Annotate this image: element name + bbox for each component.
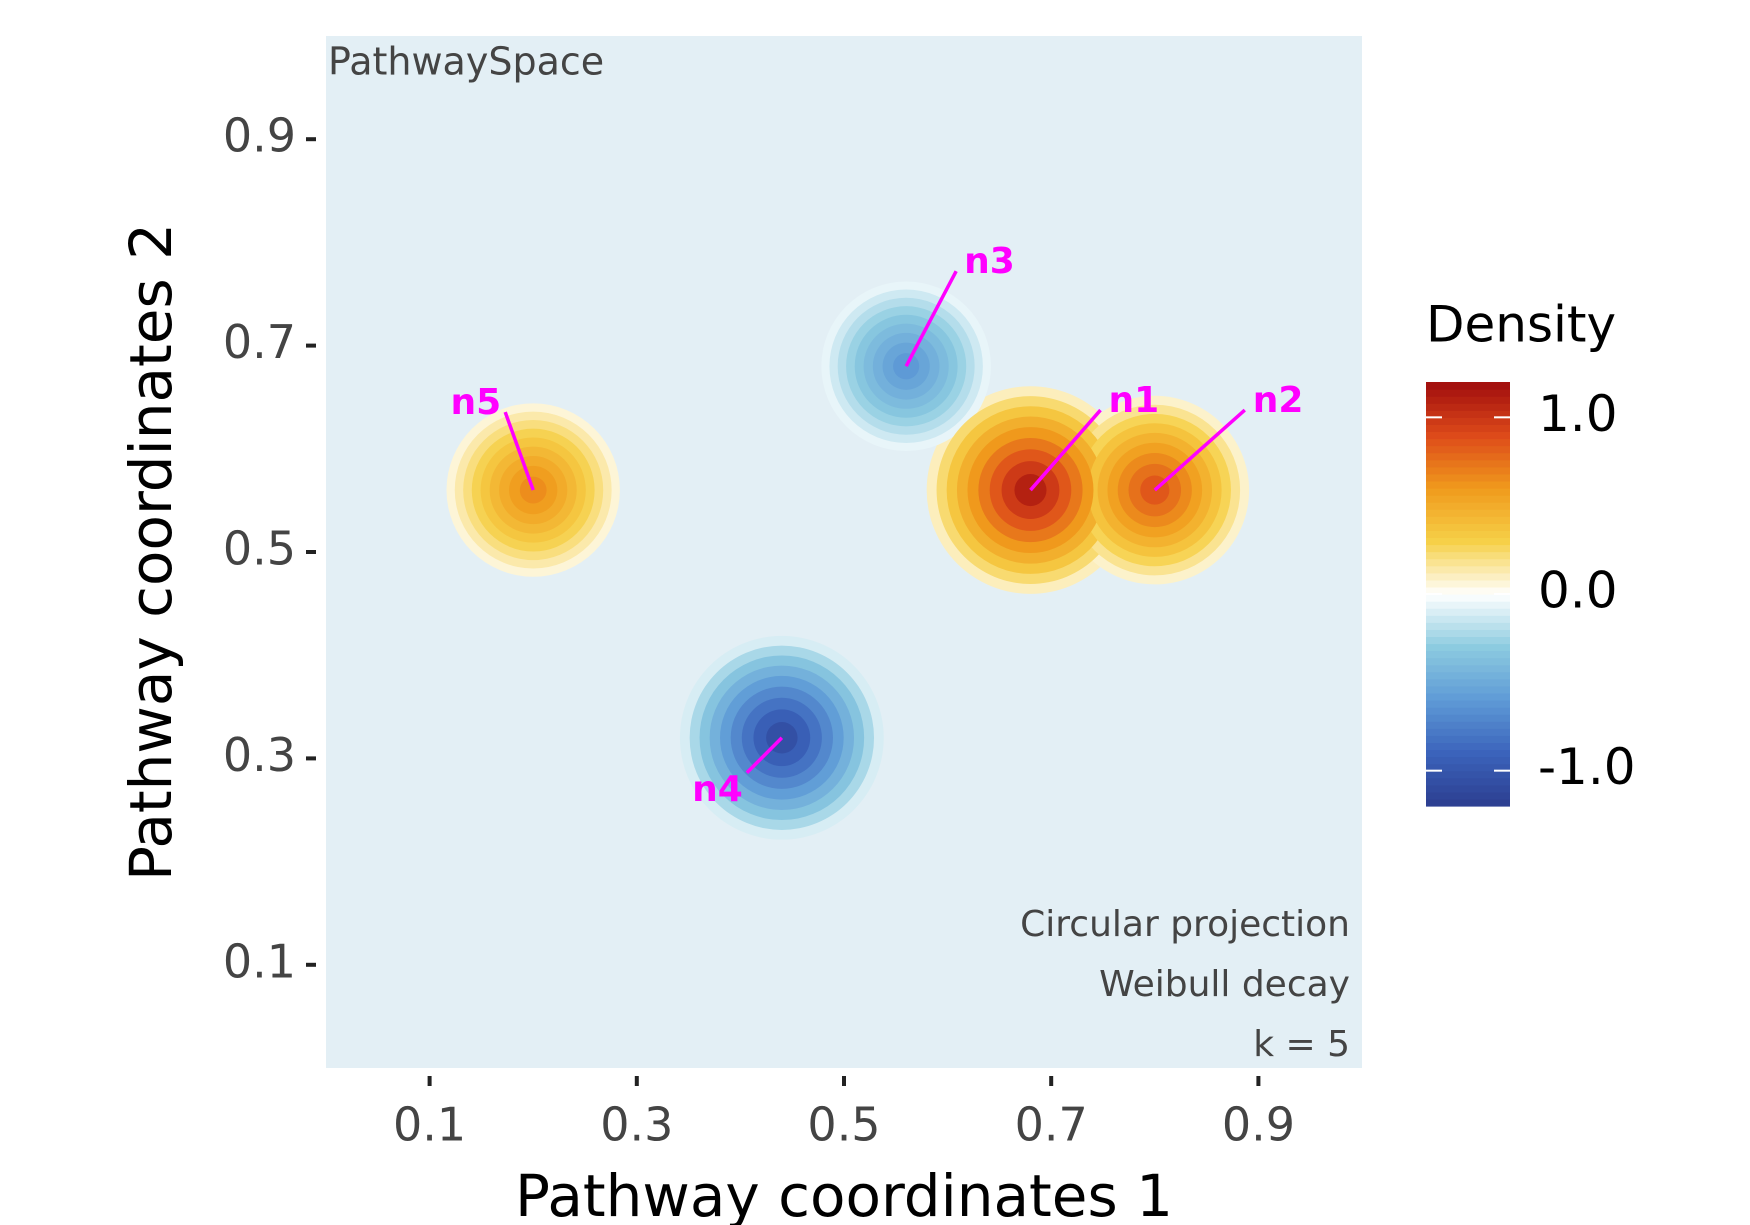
- colorbar-step: [1426, 735, 1510, 743]
- colorbar-step: [1426, 707, 1510, 715]
- colorbar-step: [1426, 403, 1510, 411]
- annotation: Weibull decay: [1099, 964, 1350, 1005]
- x-tick-label: 0.3: [600, 1098, 673, 1152]
- x-tick-label: 0.9: [1222, 1098, 1295, 1152]
- colorbar-step: [1426, 382, 1510, 390]
- colorbar-step: [1426, 622, 1510, 630]
- node-label: n4: [692, 769, 743, 810]
- colorbar-step: [1426, 473, 1510, 482]
- corner-label: PathwaySpace: [328, 40, 604, 84]
- colorbar-step: [1426, 523, 1510, 531]
- label-leader: [904, 270, 958, 368]
- colorbar-step: [1426, 417, 1510, 425]
- colorbar-step: [1426, 502, 1510, 510]
- colorbar-step: [1426, 445, 1510, 454]
- y-axis-title: Pathway coordinates 2: [117, 223, 185, 881]
- legend-title: Density: [1426, 296, 1616, 354]
- colorbar-step: [1426, 714, 1510, 722]
- y-tick-label: 0.7: [223, 315, 296, 369]
- x-tick-label: 0.7: [1015, 1098, 1088, 1152]
- colorbar-step: [1426, 480, 1510, 489]
- colorbar-step: [1426, 798, 1510, 807]
- colorbar-step: [1426, 509, 1510, 517]
- colorbar-step: [1426, 516, 1510, 524]
- label-leader: [503, 411, 535, 491]
- colorbar-step: [1426, 396, 1510, 404]
- colorbar-label: 1.0: [1538, 385, 1618, 443]
- y-tick-label: 0.9: [223, 109, 296, 163]
- colorbar-step: [1426, 671, 1510, 680]
- colorbar-step: [1426, 643, 1510, 652]
- colorbar-step: [1426, 608, 1510, 616]
- colorbar-step: [1426, 650, 1510, 659]
- colorbar-step: [1426, 770, 1510, 779]
- colorbar-step: [1426, 601, 1510, 609]
- label-leader: [745, 736, 784, 774]
- colorbar-step: [1426, 544, 1510, 553]
- colorbar-step: [1426, 466, 1510, 475]
- label-leader: [1153, 408, 1246, 492]
- colorbar-step: [1426, 763, 1510, 772]
- y-tick-label: 0.3: [223, 728, 296, 782]
- colorbar-step: [1426, 579, 1510, 588]
- colorbar-step: [1426, 636, 1510, 645]
- colorbar-step: [1426, 537, 1510, 546]
- colorbar-label: 0.0: [1538, 562, 1618, 620]
- node-label: n3: [964, 241, 1015, 282]
- colorbar-step: [1426, 777, 1510, 786]
- colorbar-step: [1426, 742, 1510, 751]
- colorbar-step: [1426, 692, 1510, 701]
- x-axis-title: Pathway coordinates 1: [515, 1162, 1173, 1225]
- colorbar-step: [1426, 657, 1510, 666]
- colorbar-step: [1426, 389, 1510, 397]
- colorbar-step: [1426, 530, 1510, 539]
- x-tick-label: 0.5: [807, 1098, 880, 1152]
- colorbar-step: [1426, 410, 1510, 418]
- colorbar-step: [1426, 700, 1510, 708]
- colorbar-step: [1426, 488, 1510, 496]
- colorbar-step: [1426, 495, 1510, 503]
- colorbar-step: [1426, 721, 1510, 729]
- annotation: Circular projection: [1020, 904, 1350, 945]
- colorbar-step: [1426, 431, 1510, 440]
- colorbar-step: [1426, 664, 1510, 673]
- x-tick-label: 0.1: [393, 1098, 466, 1152]
- colorbar-step: [1426, 791, 1510, 800]
- colorbar-step: [1426, 551, 1510, 560]
- colorbar-step: [1426, 756, 1510, 765]
- node-label: n2: [1253, 380, 1304, 421]
- colorbar-step: [1426, 615, 1510, 623]
- y-tick-label: 0.5: [223, 522, 296, 576]
- density-layer: [446, 281, 1250, 840]
- colorbar-step: [1426, 594, 1510, 602]
- colorbar-label: -1.0: [1538, 738, 1636, 796]
- node-label: n1: [1108, 380, 1159, 421]
- y-tick-label: 0.1: [223, 934, 296, 988]
- colorbar-step: [1426, 438, 1510, 447]
- colorbar-step: [1426, 784, 1510, 793]
- colorbar-step: [1426, 424, 1510, 433]
- colorbar-step: [1426, 678, 1510, 687]
- colorbar-step: [1426, 629, 1510, 637]
- colorbar-step: [1426, 452, 1510, 461]
- colorbar-step: [1426, 558, 1510, 567]
- colorbar-step: [1426, 565, 1510, 574]
- colorbar-step: [1426, 572, 1510, 581]
- annotation: k = 5: [1253, 1024, 1350, 1065]
- colorbar-step: [1426, 685, 1510, 694]
- label-leader: [1029, 408, 1102, 492]
- colorbar-step: [1426, 749, 1510, 758]
- colorbar-step: [1426, 728, 1510, 736]
- colorbar-step: [1426, 459, 1510, 468]
- node-label: n5: [451, 382, 502, 423]
- colorbar-step: [1426, 586, 1510, 595]
- density-ring: [519, 476, 547, 504]
